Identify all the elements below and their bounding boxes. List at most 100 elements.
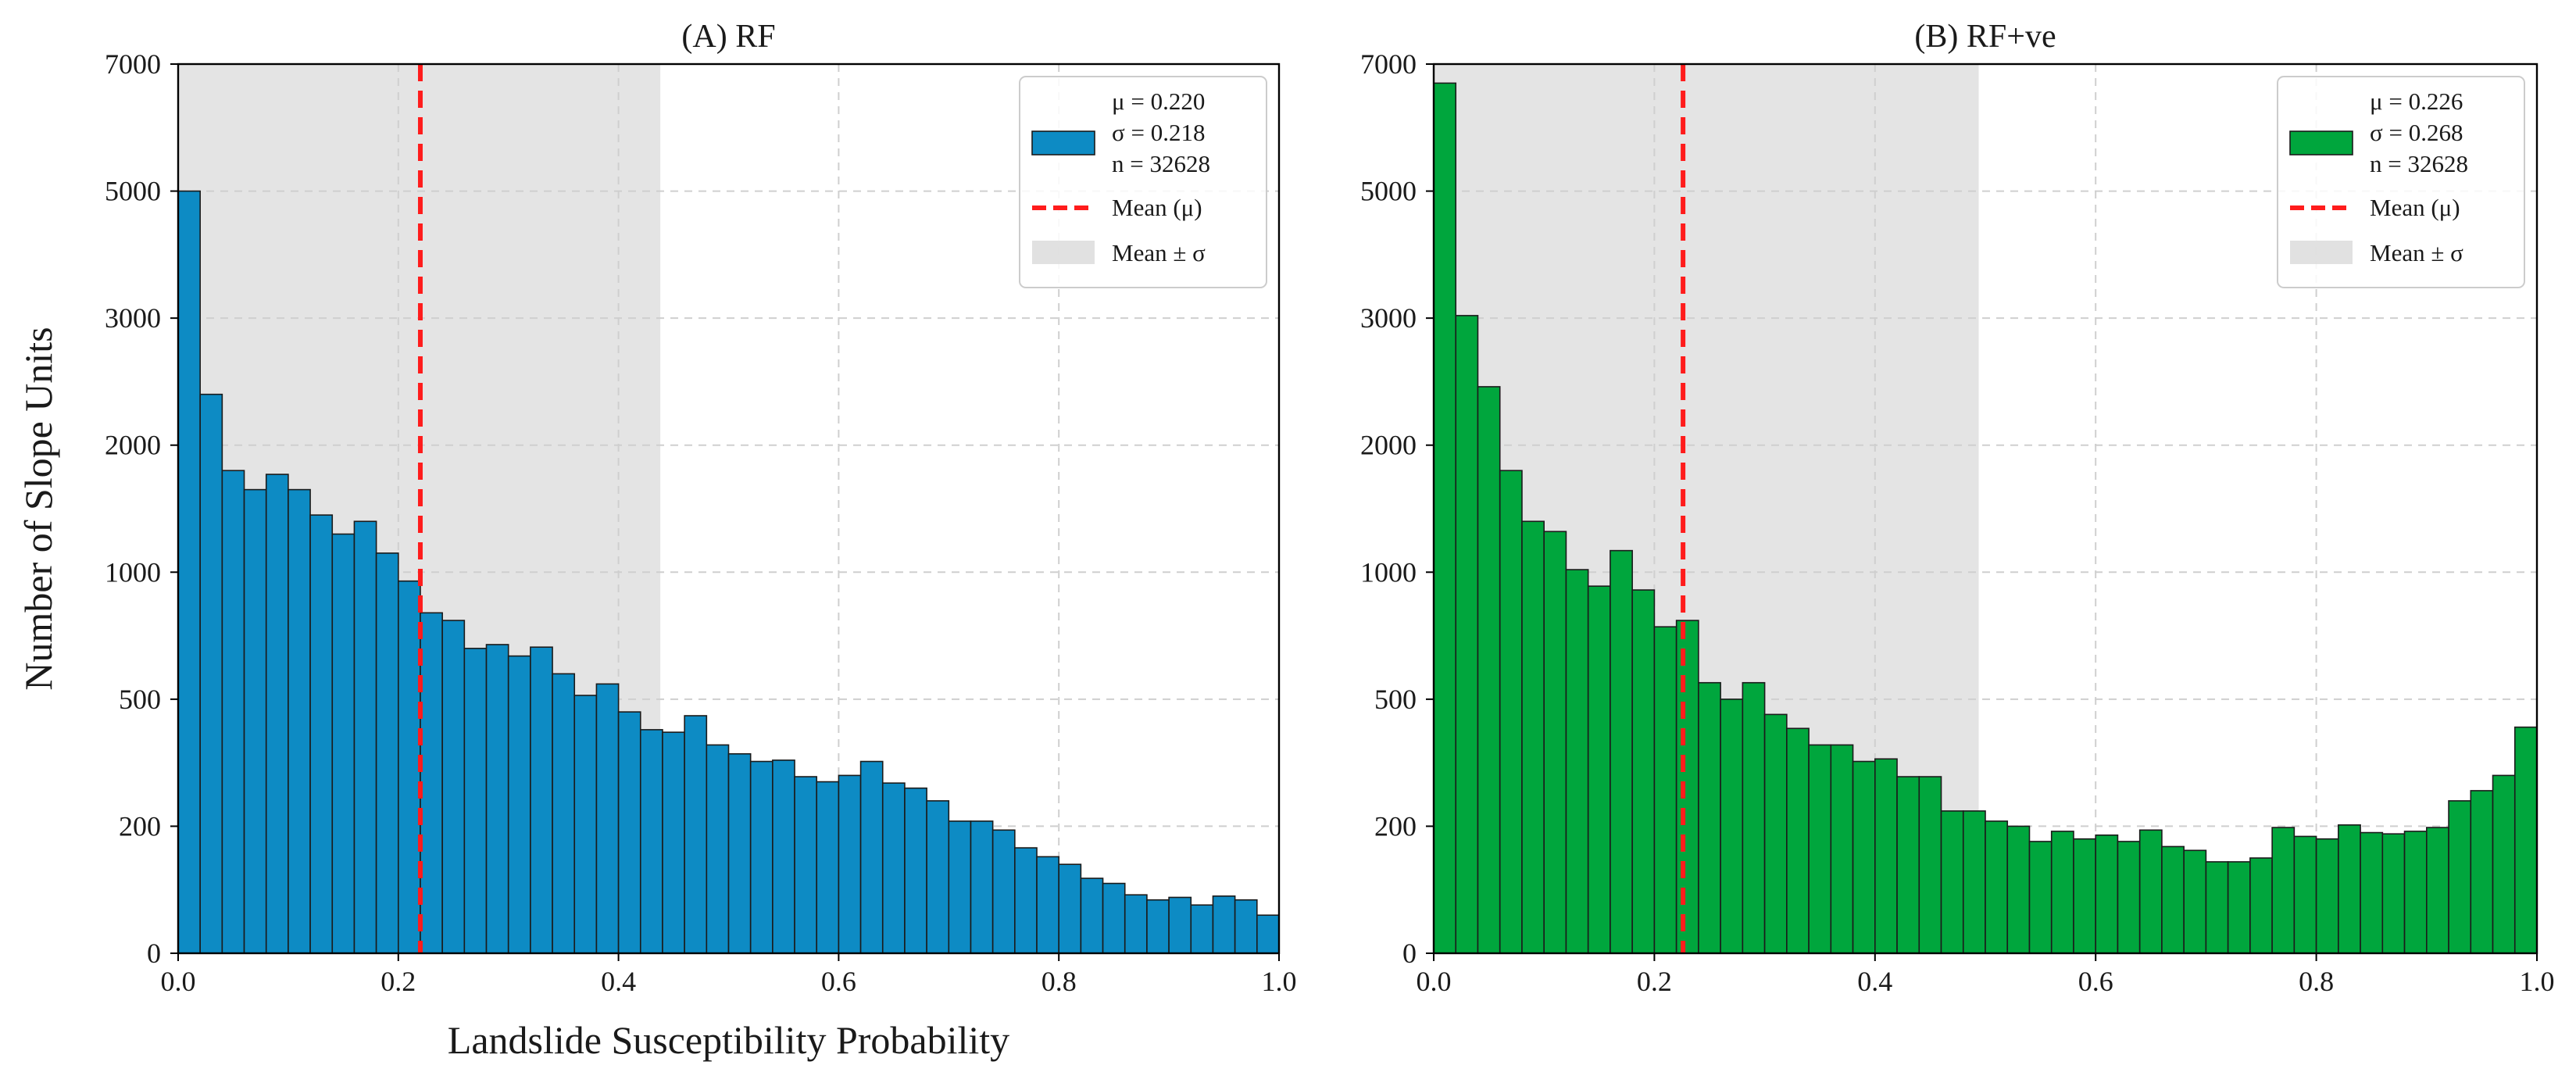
y-tick-label: 7000 — [1360, 48, 1417, 80]
legend: μ = 0.226 σ = 0.268 n = 32628 Mean (μ) M… — [2277, 76, 2525, 288]
y-tick-label: 3000 — [105, 302, 161, 334]
legend-box — [1019, 76, 1267, 288]
histogram-bar — [2381, 833, 2406, 954]
histogram-bar — [1190, 904, 1214, 954]
legend-n-label: n = 32628 — [2370, 150, 2468, 177]
x-tick-label: 0.2 — [381, 966, 416, 997]
panel-title: (B) RF+ve — [1914, 19, 2056, 55]
histogram-bar — [1653, 626, 1677, 954]
y-tick-label: 0 — [1402, 938, 1417, 969]
panel-rf-ve: 0.0 0.2 0.4 0.6 0.8 1.0 0 200 500 1000 2000 3000 500… — [1360, 19, 2555, 997]
histogram-bar — [684, 715, 708, 954]
histogram-bar — [2513, 726, 2538, 954]
histogram-bar — [706, 744, 730, 954]
histogram-bar — [221, 470, 245, 954]
histogram-bar — [2448, 800, 2472, 954]
histogram-bar — [772, 759, 795, 954]
histogram-bar — [1455, 315, 1479, 954]
panel-rf: 0.0 0.2 0.4 0.6 0.8 1.0 0 200 500 1000 2000 3000 500… — [16, 19, 1297, 1062]
histogram-bar — [1830, 744, 1854, 954]
histogram-bar — [1985, 820, 2009, 954]
legend-mean-label: Mean (μ) — [1112, 194, 1202, 221]
histogram-bar — [1256, 914, 1280, 954]
x-tick-label: 0.4 — [1857, 966, 1892, 997]
histogram-bar — [2117, 841, 2141, 954]
histogram-bar — [595, 683, 620, 954]
histogram-bar — [552, 673, 576, 954]
histogram-bar — [881, 782, 906, 954]
histogram-bar — [749, 760, 774, 954]
histogram-bar — [2073, 838, 2096, 954]
histogram-bar — [573, 695, 598, 954]
histogram-bar — [2315, 838, 2339, 954]
histogram-bar — [970, 820, 994, 954]
y-tick-label: 1000 — [1360, 556, 1417, 588]
histogram-bar — [1565, 569, 1589, 954]
histogram-bar — [2006, 825, 2031, 954]
bar-layer — [177, 190, 1280, 954]
histogram-bar — [794, 776, 818, 954]
x-tick-label: 0.0 — [1417, 966, 1452, 997]
histogram-bar — [2492, 774, 2516, 954]
histogram-bar — [265, 474, 289, 954]
histogram-bar — [1610, 549, 1633, 954]
histogram-bar — [1234, 899, 1258, 954]
histogram-bar — [1058, 863, 1082, 954]
legend-mu-label: μ = 0.220 — [1112, 88, 1205, 115]
tick-layer: 0.0 0.2 0.4 0.6 0.8 1.0 0 200 500 1000 2000 3000 500… — [1360, 48, 2555, 997]
histogram-bar — [1742, 681, 1766, 954]
histogram-bar — [1433, 82, 1457, 954]
tick-layer: 0.0 0.2 0.4 0.6 0.8 1.0 0 200 500 1000 2000 3000 500… — [105, 48, 1297, 997]
y-tick-label: 500 — [1374, 684, 1417, 715]
histogram-bar — [1587, 585, 1611, 954]
histogram-bar — [859, 760, 884, 954]
histogram-bar — [1874, 758, 1898, 954]
histogram-bar — [1014, 847, 1038, 954]
histogram-bar — [2293, 835, 2317, 954]
x-tick-label: 1.0 — [2520, 966, 2555, 997]
histogram-bar — [331, 533, 355, 954]
histogram-bar — [243, 488, 267, 954]
histogram-bar — [1698, 681, 1721, 954]
x-tick-label: 0.6 — [821, 966, 856, 997]
legend-band-label: Mean ± σ — [2370, 239, 2463, 266]
histogram-bar — [1852, 760, 1876, 954]
y-tick-label: 500 — [119, 684, 161, 715]
bar-layer — [1433, 82, 2538, 954]
legend-band-label: Mean ± σ — [1112, 239, 1206, 266]
histogram-bar — [1124, 894, 1148, 954]
histogram-bar — [1786, 727, 1810, 954]
histogram-bar — [2138, 829, 2163, 954]
y-tick-label: 1000 — [105, 556, 161, 588]
x-tick-label: 0.6 — [2078, 966, 2113, 997]
histogram-bar — [353, 520, 377, 954]
histogram-bar — [904, 787, 927, 954]
histogram-bar — [2161, 845, 2185, 954]
x-tick-label: 0.0 — [161, 966, 196, 997]
histogram-bar — [816, 781, 840, 954]
y-tick-label: 2000 — [1360, 430, 1417, 461]
histogram-bar — [1521, 520, 1545, 954]
y-tick-label: 2000 — [105, 430, 161, 461]
histogram-bar — [420, 612, 443, 954]
histogram-bar — [1036, 856, 1060, 954]
histogram-bar — [926, 800, 950, 954]
legend-box — [2277, 76, 2525, 288]
histogram-bar — [1080, 877, 1104, 954]
histogram-bar — [838, 774, 862, 954]
y-tick-label: 5000 — [105, 176, 161, 207]
histogram-bar — [463, 648, 488, 954]
histogram-bar — [2338, 824, 2361, 954]
x-tick-label: 0.8 — [1041, 966, 1077, 997]
histogram-bar — [1631, 589, 1656, 954]
histogram-bar — [530, 646, 553, 954]
panel-title: (A) RF — [681, 19, 775, 55]
histogram-bar — [441, 620, 466, 954]
legend-sigma-label: σ = 0.218 — [1112, 119, 1205, 146]
y-tick-label: 200 — [119, 810, 161, 842]
legend-swatch-sigma-band — [2290, 241, 2353, 264]
legend-sigma-label: σ = 0.268 — [2370, 119, 2463, 146]
histogram-bar — [1102, 882, 1126, 954]
